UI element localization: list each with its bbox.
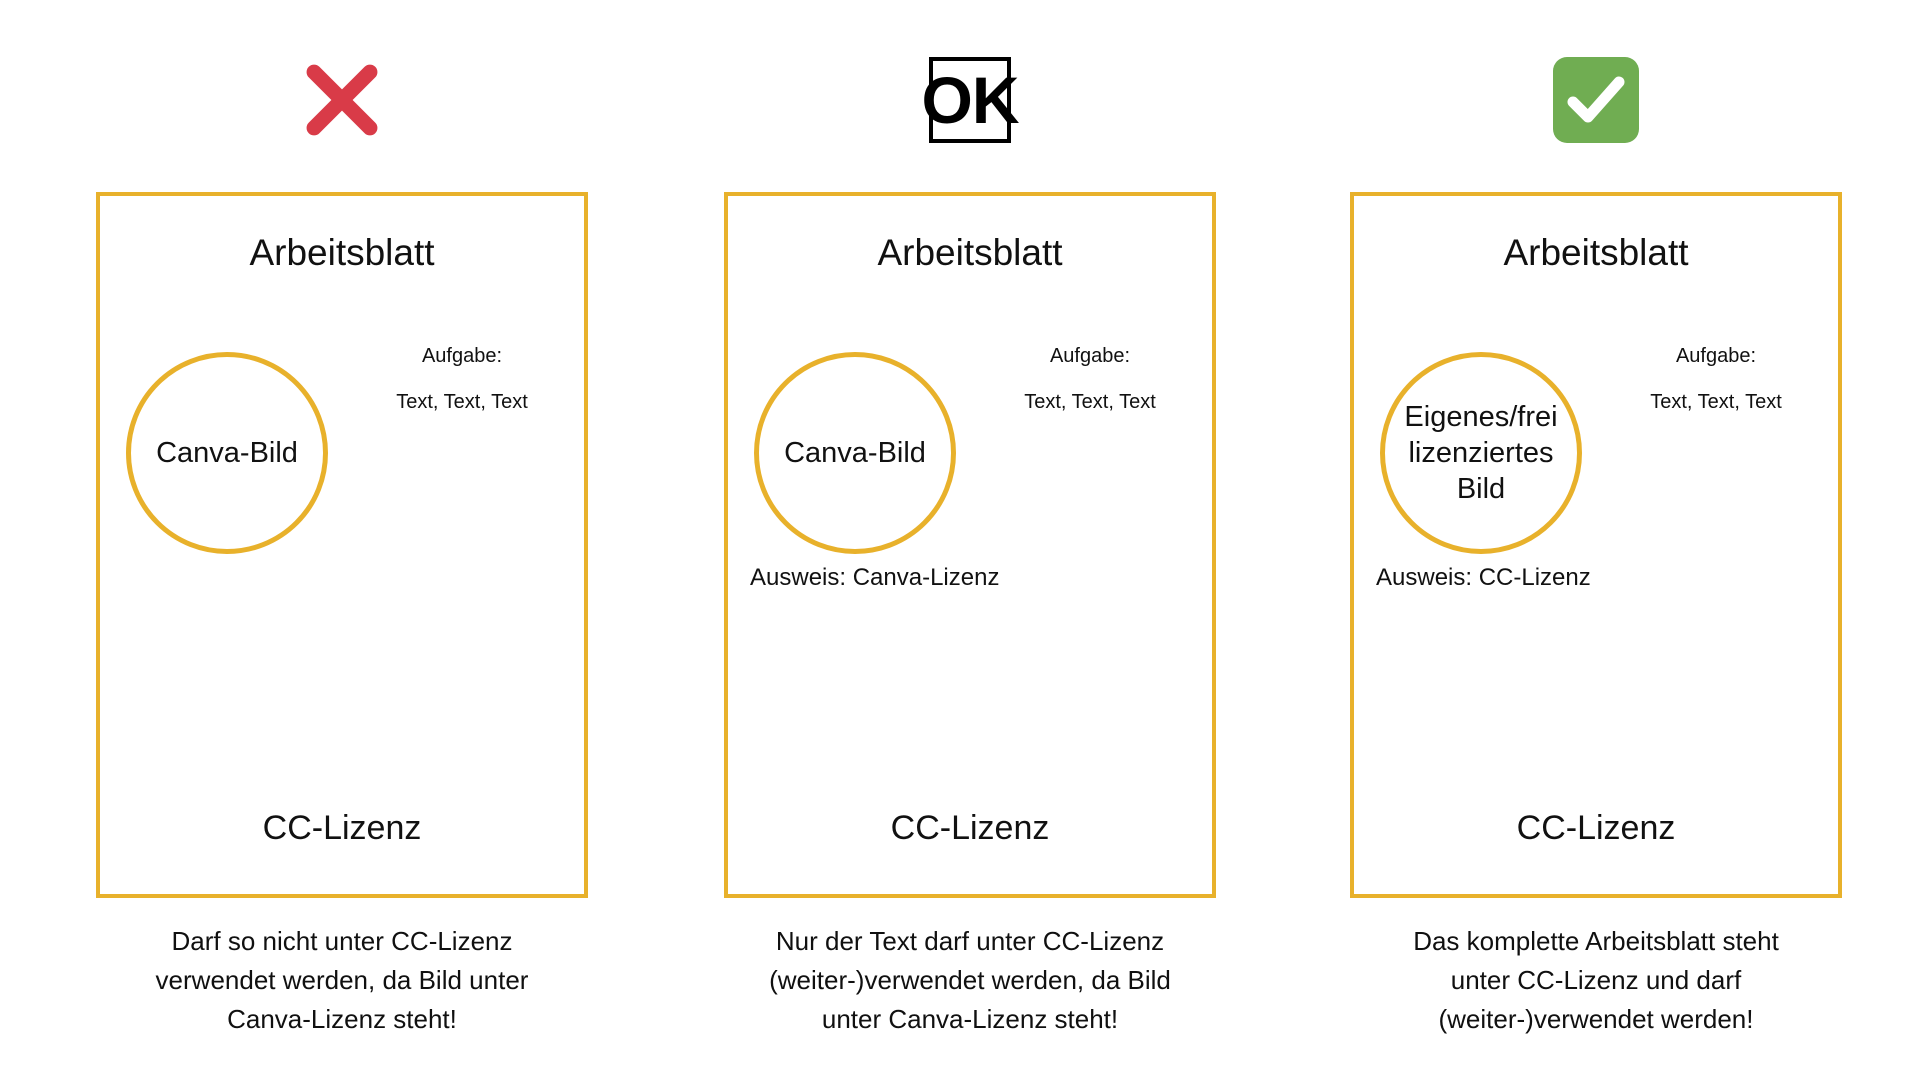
task-block-3: Aufgabe: Text, Text, Text: [1616, 344, 1816, 414]
worksheet-card-1: Arbeitsblatt Canva-Bild Aufgabe: Text, T…: [96, 192, 588, 898]
caption-line: Canva-Lizenz steht!: [227, 1004, 457, 1034]
task-block-1: Aufgabe: Text, Text, Text: [362, 344, 562, 414]
caption-line: unter Canva-Lizenz steht!: [821, 1004, 1119, 1034]
caption-1: Darf so nicht unter CC-Lizenz verwendet …: [90, 922, 594, 1039]
caption-3: Das komplette Arbeitsblatt steht unter C…: [1344, 922, 1848, 1039]
ok-box-icon: OK: [922, 57, 1020, 143]
card-license-footer-2: CC-Lizenz: [890, 809, 1050, 847]
task-title-1: Aufgabe:: [421, 345, 503, 367]
scenario-column-1: Arbeitsblatt Canva-Bild Aufgabe: Text, T…: [96, 0, 588, 1080]
caption-2: Nur der Text darf unter CC-Lizenz (weite…: [718, 922, 1222, 1039]
caption-line: (weiter-)verwendet werden!: [1438, 1004, 1754, 1034]
card-title-2: Arbeitsblatt: [877, 232, 1063, 273]
card-title-1: Arbeitsblatt: [249, 232, 435, 273]
caption-line: unter CC-Lizenz und darf: [1450, 965, 1742, 995]
scenario-column-3: Arbeitsblatt Eigenes/frei lizenziertes B…: [1350, 0, 1842, 1080]
green-check-icon: [1553, 57, 1639, 143]
task-title-2: Aufgabe:: [1049, 345, 1131, 367]
task-body-1: Text, Text, Text: [396, 391, 528, 413]
caption-line: Das komplette Arbeitsblatt steht: [1413, 926, 1779, 956]
card-title-3: Arbeitsblatt: [1503, 232, 1689, 273]
license-note-3: Ausweis: CC-Lizenz: [1376, 564, 1591, 591]
scenario-column-2: OK Arbeitsblatt Canva-Bild Aufgabe: Text…: [724, 0, 1216, 1080]
status-icon-slot-1: [96, 44, 588, 156]
red-cross-icon: [294, 52, 390, 148]
caption-line: Darf so nicht unter CC-Lizenz: [171, 926, 513, 956]
task-block-2: Aufgabe: Text, Text, Text: [990, 344, 1190, 414]
caption-line: verwendet werden, da Bild unter: [155, 965, 529, 995]
caption-line: Nur der Text darf unter CC-Lizenz: [775, 926, 1165, 956]
image-circle-label-2: Canva-Bild: [784, 437, 926, 469]
status-icon-slot-3: [1350, 44, 1842, 156]
checkmark-glyph: [1567, 76, 1625, 123]
task-title-3: Aufgabe:: [1675, 345, 1757, 367]
caption-line: (weiter-)verwendet werden, da Bild: [769, 965, 1171, 995]
ok-box-label: OK: [921, 63, 1020, 137]
card-license-footer-3: CC-Lizenz: [1516, 809, 1676, 847]
status-icon-slot-2: OK: [724, 44, 1216, 156]
license-note-2: Ausweis: Canva-Lizenz: [750, 564, 1000, 591]
worksheet-card-3: Arbeitsblatt Eigenes/frei lizenziertes B…: [1350, 192, 1842, 898]
task-body-2: Text, Text, Text: [1024, 391, 1156, 413]
image-placeholder-circle-1: Canva-Bild: [126, 352, 328, 554]
image-placeholder-circle-2: Canva-Bild: [754, 352, 956, 554]
image-circle-label-3: Eigenes/frei lizenziertes Bild: [1404, 401, 1558, 505]
card-license-footer-1: CC-Lizenz: [262, 809, 422, 847]
worksheet-card-2: Arbeitsblatt Canva-Bild Aufgabe: Text, T…: [724, 192, 1216, 898]
image-placeholder-circle-3: Eigenes/frei lizenziertes Bild: [1380, 352, 1582, 554]
task-body-3: Text, Text, Text: [1650, 391, 1782, 413]
image-circle-label-1: Canva-Bild: [156, 437, 298, 469]
